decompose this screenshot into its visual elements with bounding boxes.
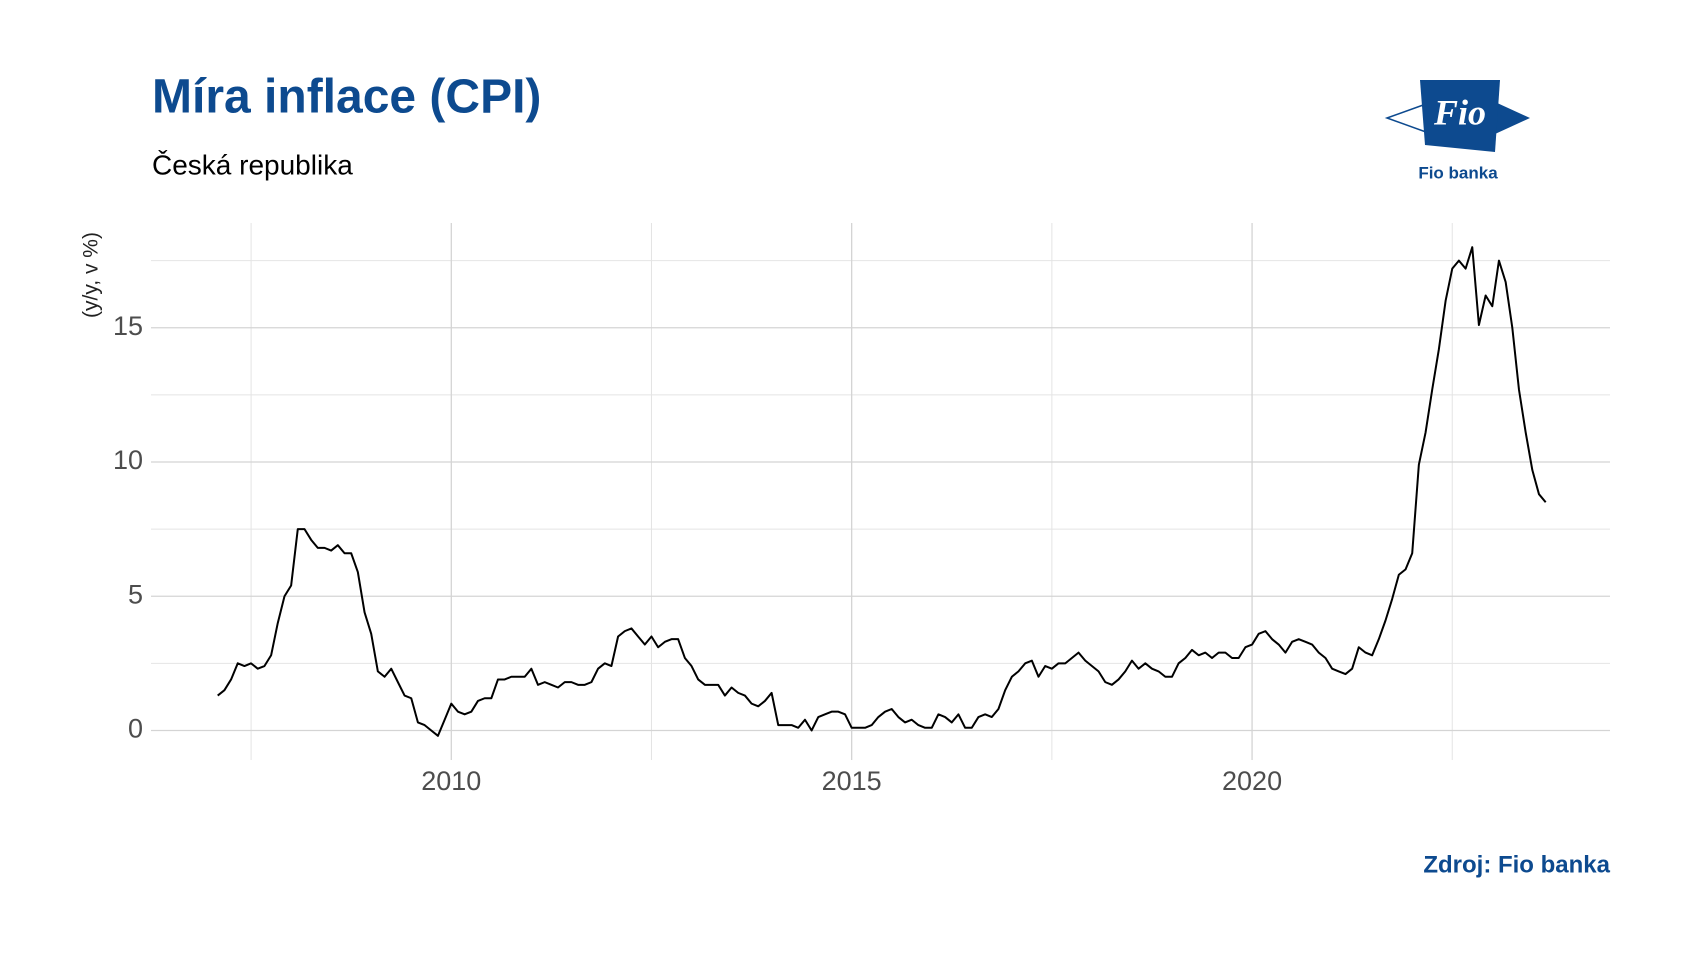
y-tick-label: 10 xyxy=(113,445,143,475)
logo-wing xyxy=(1495,102,1530,134)
y-tick-label: 5 xyxy=(128,579,143,609)
logo: Fio Fio banka xyxy=(1384,80,1530,182)
y-axis-label: (y/y, v %) xyxy=(80,232,103,318)
y-tick-label: 0 xyxy=(128,714,143,744)
source: Zdroj: Fio banka xyxy=(1423,851,1610,878)
plot-area: 0 5 10 15 2010 2015 2020 xyxy=(113,223,1610,796)
y-tick-label: 15 xyxy=(113,311,143,341)
logo-caption: Fio banka xyxy=(1418,163,1498,182)
line xyxy=(217,246,1547,737)
x-tick-label: 2010 xyxy=(421,766,481,796)
x-tick-label: 2020 xyxy=(1222,766,1282,796)
x-tick-label: 2015 xyxy=(822,766,882,796)
logo-text: Fio xyxy=(1433,92,1486,132)
logo-flag xyxy=(1420,80,1500,152)
chart-title: Míra inflace (CPI) xyxy=(152,71,541,124)
logo-wing xyxy=(1384,102,1427,134)
chart-subtitle: Česká republika xyxy=(152,149,353,180)
